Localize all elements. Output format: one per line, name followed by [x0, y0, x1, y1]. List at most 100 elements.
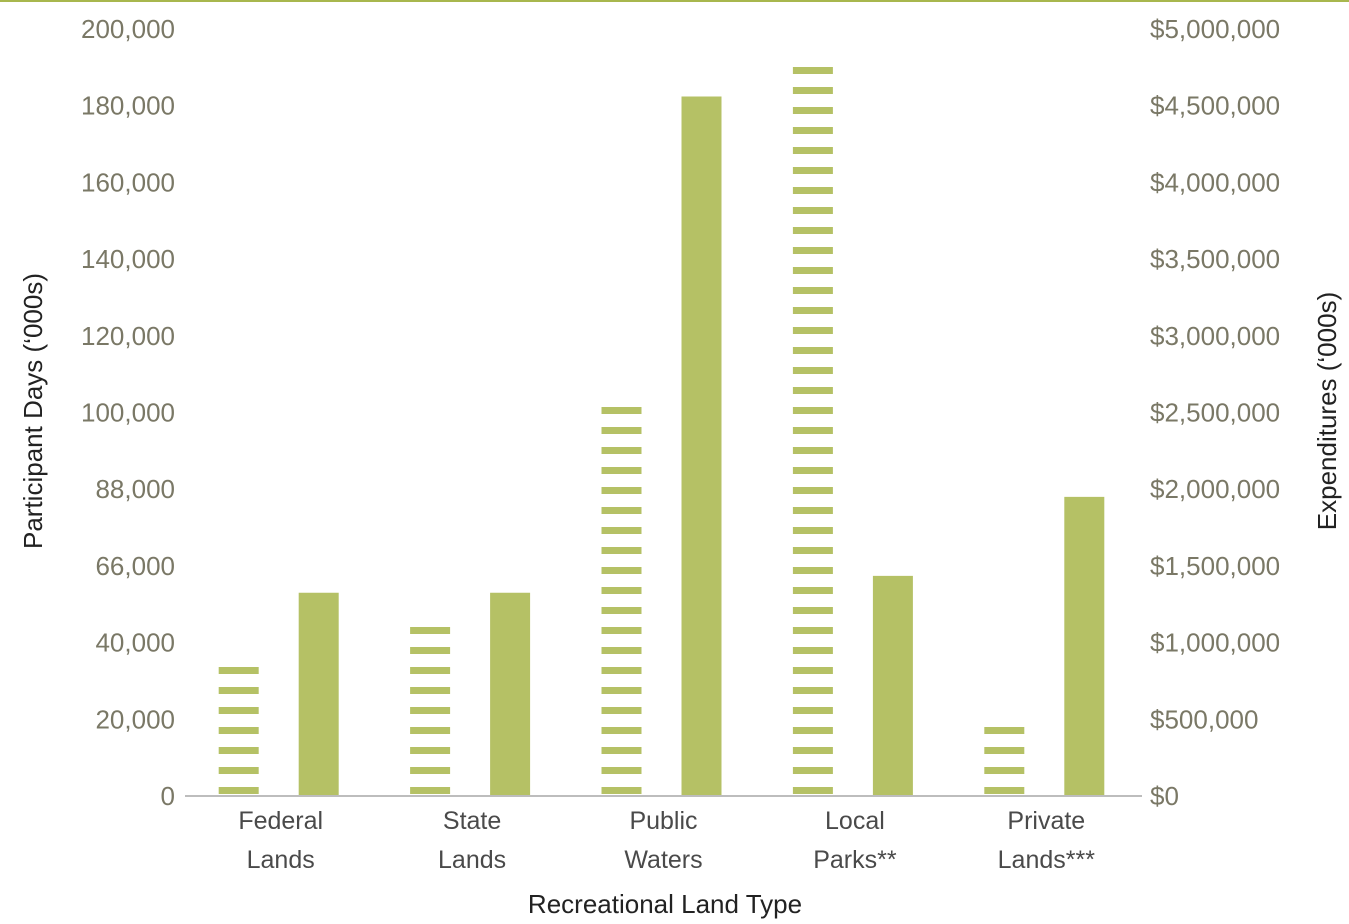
bar-stripe [218, 667, 259, 674]
participant-days-bar [601, 407, 642, 794]
bar-stripe [792, 667, 833, 674]
bars [218, 67, 1105, 797]
left-tick-label: 200,000 [81, 14, 175, 44]
left-tick-label: 66,000 [95, 551, 175, 581]
left-tick-label: 120,000 [81, 321, 175, 351]
bar-stripe [601, 467, 642, 474]
left-tick-label: 140,000 [81, 244, 175, 274]
bar-stripe [792, 287, 833, 294]
bar-stripe [792, 447, 833, 454]
category-label: Local Parks** [813, 807, 897, 874]
bar-stripe [601, 647, 642, 654]
left-tick-label: 160,000 [81, 167, 175, 197]
bar-stripe [792, 67, 833, 74]
bar-stripe [792, 227, 833, 234]
category-label: Public Waters [624, 807, 702, 874]
expenditures-bar [1064, 496, 1105, 796]
bar-stripe [601, 727, 642, 734]
bar-stripe [601, 747, 642, 754]
right-axis: $0 $500,000 $1,000,000 $1,500,000 $2,000,000… [1150, 14, 1280, 811]
bar-stripe [601, 447, 642, 454]
bar-stripe [410, 767, 451, 774]
bar-stripe [984, 747, 1025, 754]
bar-stripe [601, 427, 642, 434]
bar-stripe [601, 587, 642, 594]
right-tick-label: $5,000,000 [1150, 14, 1280, 44]
left-axis: 0 20,000 40,000 66,000 88,000 100,000 120,000 1… [81, 14, 175, 811]
right-tick-label: $500,000 [1150, 704, 1258, 734]
bar-stripe [601, 687, 642, 694]
bar-stripe [601, 607, 642, 614]
bar-stripe [792, 507, 833, 514]
right-tick-label: $4,500,000 [1150, 91, 1280, 121]
bar-stripe [984, 767, 1025, 774]
right-tick-label: $3,500,000 [1150, 244, 1280, 274]
bar-stripe [601, 627, 642, 634]
bar-stripe [792, 627, 833, 634]
right-tick-label: $1,500,000 [1150, 551, 1280, 581]
right-tick-label: $4,000,000 [1150, 167, 1280, 197]
bar-stripe [792, 187, 833, 194]
bar-stripe [410, 627, 451, 634]
bar-stripe [601, 487, 642, 494]
category-label: Private Lands*** [998, 807, 1096, 874]
bar-stripe [410, 687, 451, 694]
bar-stripe [410, 747, 451, 754]
bar-stripe [410, 647, 451, 654]
left-tick-label: 0 [161, 781, 175, 811]
bar-stripe [601, 407, 642, 414]
bar-stripe [792, 147, 833, 154]
category-labels: Federal Lands State Lands Public Waters Local P… [238, 807, 1095, 874]
bar-stripe [792, 567, 833, 574]
bar-stripe [792, 127, 833, 134]
bar-stripe [410, 727, 451, 734]
bar-stripe [601, 507, 642, 514]
bar-stripe [792, 767, 833, 774]
bar-stripe [792, 307, 833, 314]
bar-stripe [792, 727, 833, 734]
bar-stripe [792, 327, 833, 334]
bar-stripe [410, 707, 451, 714]
participant-days-bar [218, 667, 259, 794]
bar-stripe [792, 207, 833, 214]
bar-stripe [601, 547, 642, 554]
bar-stripe [792, 787, 833, 794]
expenditures-bar [298, 592, 339, 796]
bar-stripe [792, 387, 833, 394]
bar-stripe [601, 527, 642, 534]
bar-stripe [218, 727, 259, 734]
bar-stripe [792, 607, 833, 614]
bar-stripe [792, 167, 833, 174]
bar-stripe [601, 667, 642, 674]
right-tick-label: $3,000,000 [1150, 321, 1280, 351]
bar-stripe [601, 787, 642, 794]
bar-stripe [601, 707, 642, 714]
bar-stripe [218, 707, 259, 714]
left-axis-title: Participant Days (‘000s) [18, 273, 48, 549]
left-tick-label: 20,000 [95, 704, 175, 734]
bar-stripe [218, 687, 259, 694]
bar-stripe [792, 487, 833, 494]
bar-stripe [984, 787, 1025, 794]
bar-stripe [218, 767, 259, 774]
left-tick-label: 180,000 [81, 91, 175, 121]
bar-stripe [792, 87, 833, 94]
bar-stripe [792, 107, 833, 114]
bar-stripe [792, 367, 833, 374]
right-tick-label: $0 [1150, 781, 1179, 811]
bar-stripe [410, 667, 451, 674]
left-tick-label: 88,000 [95, 474, 175, 504]
expenditures-bar [681, 96, 722, 797]
bar-stripe [792, 587, 833, 594]
bar-stripe [984, 727, 1025, 734]
bar-stripe [792, 687, 833, 694]
expenditures-bar [872, 575, 913, 796]
bar-stripe [792, 247, 833, 254]
right-tick-label: $2,000,000 [1150, 474, 1280, 504]
bar-stripe [792, 407, 833, 414]
left-tick-label: 40,000 [95, 628, 175, 658]
expenditures-bar [490, 592, 531, 796]
participant-days-bar [410, 627, 451, 794]
right-tick-label: $2,500,000 [1150, 398, 1280, 428]
